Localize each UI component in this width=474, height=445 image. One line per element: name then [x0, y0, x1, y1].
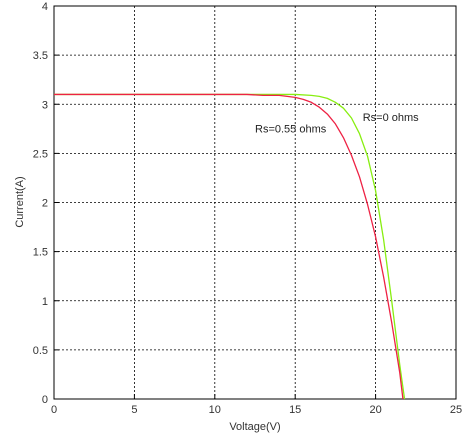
- series-annotation: Rs=0.55 ohms: [255, 124, 327, 136]
- annotation-layer: Rs=0 ohms Rs=0.55 ohms: [255, 112, 419, 136]
- y-tick-label: 0.5: [33, 345, 48, 357]
- x-tick-label: 0: [51, 404, 57, 416]
- y-axis-title: Current(A): [14, 176, 26, 227]
- y-tick-label: 3.5: [33, 50, 48, 62]
- series-line-rs-055: [54, 93, 404, 400]
- x-tick-label: 10: [209, 404, 221, 416]
- grid-layer: [54, 6, 456, 399]
- series-annotation: Rs=0 ohms: [363, 112, 419, 124]
- y-tick-label: 1.5: [33, 247, 48, 259]
- y-tick-label: 3: [42, 99, 48, 111]
- series-layer: [54, 93, 406, 400]
- y-tick-label: 4: [42, 1, 48, 13]
- x-tick-label: 25: [450, 404, 462, 416]
- y-tick-label: 1: [42, 296, 48, 308]
- x-axis-title: Voltage(V): [229, 421, 280, 433]
- x-tick-label: 5: [131, 404, 137, 416]
- tick-layer: 0 5 10 15 20 25 0 0.5 1 1.5 2 2.5 3 3.5 4: [33, 1, 462, 416]
- y-tick-label: 2.5: [33, 148, 48, 160]
- y-tick-label: 2: [42, 198, 48, 210]
- x-tick-label: 15: [289, 404, 301, 416]
- y-tick-label: 0: [42, 394, 48, 406]
- x-tick-label: 20: [369, 404, 381, 416]
